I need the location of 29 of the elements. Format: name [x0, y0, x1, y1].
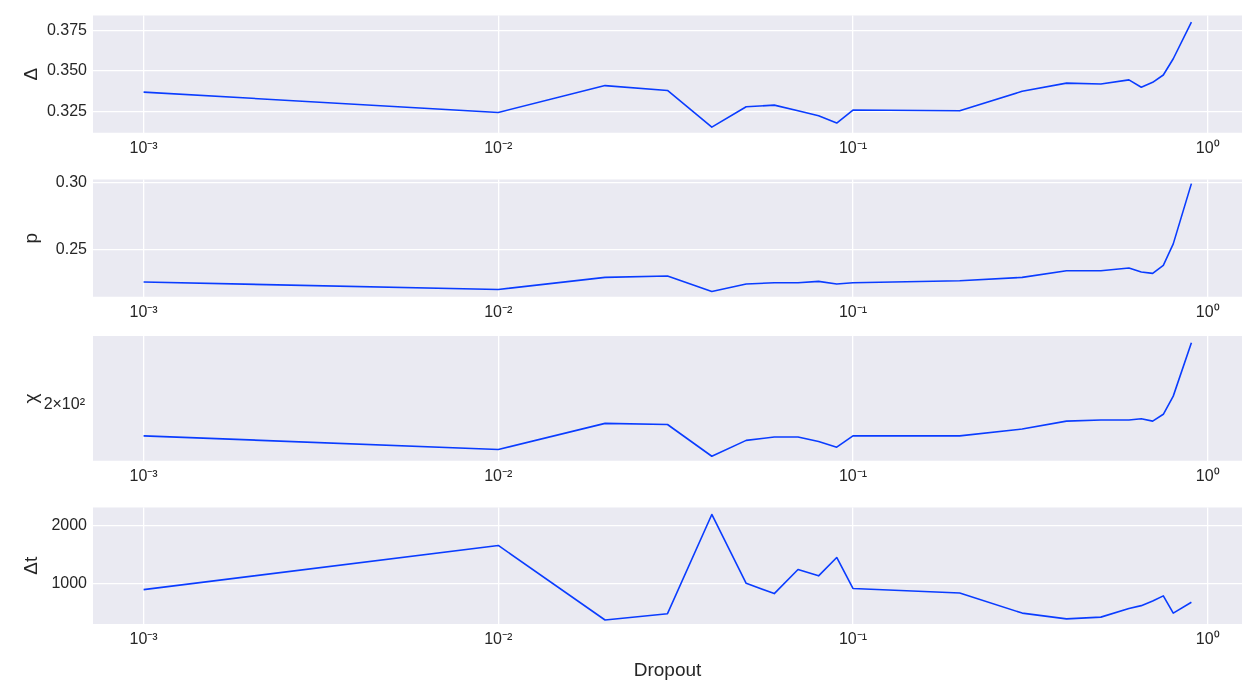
x-tick-label: 10⁰ — [1195, 466, 1220, 484]
y-tick-label: 0.25 — [55, 239, 88, 257]
y-tick-label: 0.350 — [46, 61, 88, 79]
x-tick-label: 10⁻¹ — [838, 466, 868, 484]
y-axis-title: Δt — [20, 556, 42, 575]
x-tick-label: 10⁻² — [484, 466, 514, 484]
x-tick-label: 10⁻³ — [129, 302, 159, 320]
y-tick-label: 0.30 — [55, 172, 88, 190]
y-axis-title: Δ — [20, 67, 42, 81]
x-tick-label: 10⁻³ — [129, 466, 159, 484]
x-tick-label: 10⁻¹ — [838, 138, 868, 156]
x-tick-label: 10⁻² — [484, 302, 514, 320]
y-tick-label: 2000 — [51, 516, 88, 534]
x-tick-label: 10⁻¹ — [838, 302, 868, 320]
y-tick-label: 1000 — [51, 573, 88, 591]
x-tick-label: 10⁻³ — [129, 630, 159, 648]
x-tick-label: 10⁻¹ — [838, 630, 868, 648]
x-tick-label: 10⁰ — [1195, 630, 1220, 648]
x-tick-label: 10⁻² — [484, 630, 514, 648]
y-axis-title: p — [20, 232, 42, 244]
y-tick-label: 0.375 — [46, 20, 88, 38]
y-axis-title: χ — [20, 393, 42, 404]
x-tick-label: 10⁰ — [1195, 138, 1220, 156]
text: 2×10² — [43, 395, 86, 413]
x-tick-label: 10⁻³ — [129, 138, 159, 156]
x-axis-title: Dropout — [633, 658, 703, 680]
x-tick-label: 10⁰ — [1195, 302, 1220, 320]
x-tick-label: 10⁻² — [484, 138, 514, 156]
y-tick-label: 0.325 — [46, 102, 88, 120]
